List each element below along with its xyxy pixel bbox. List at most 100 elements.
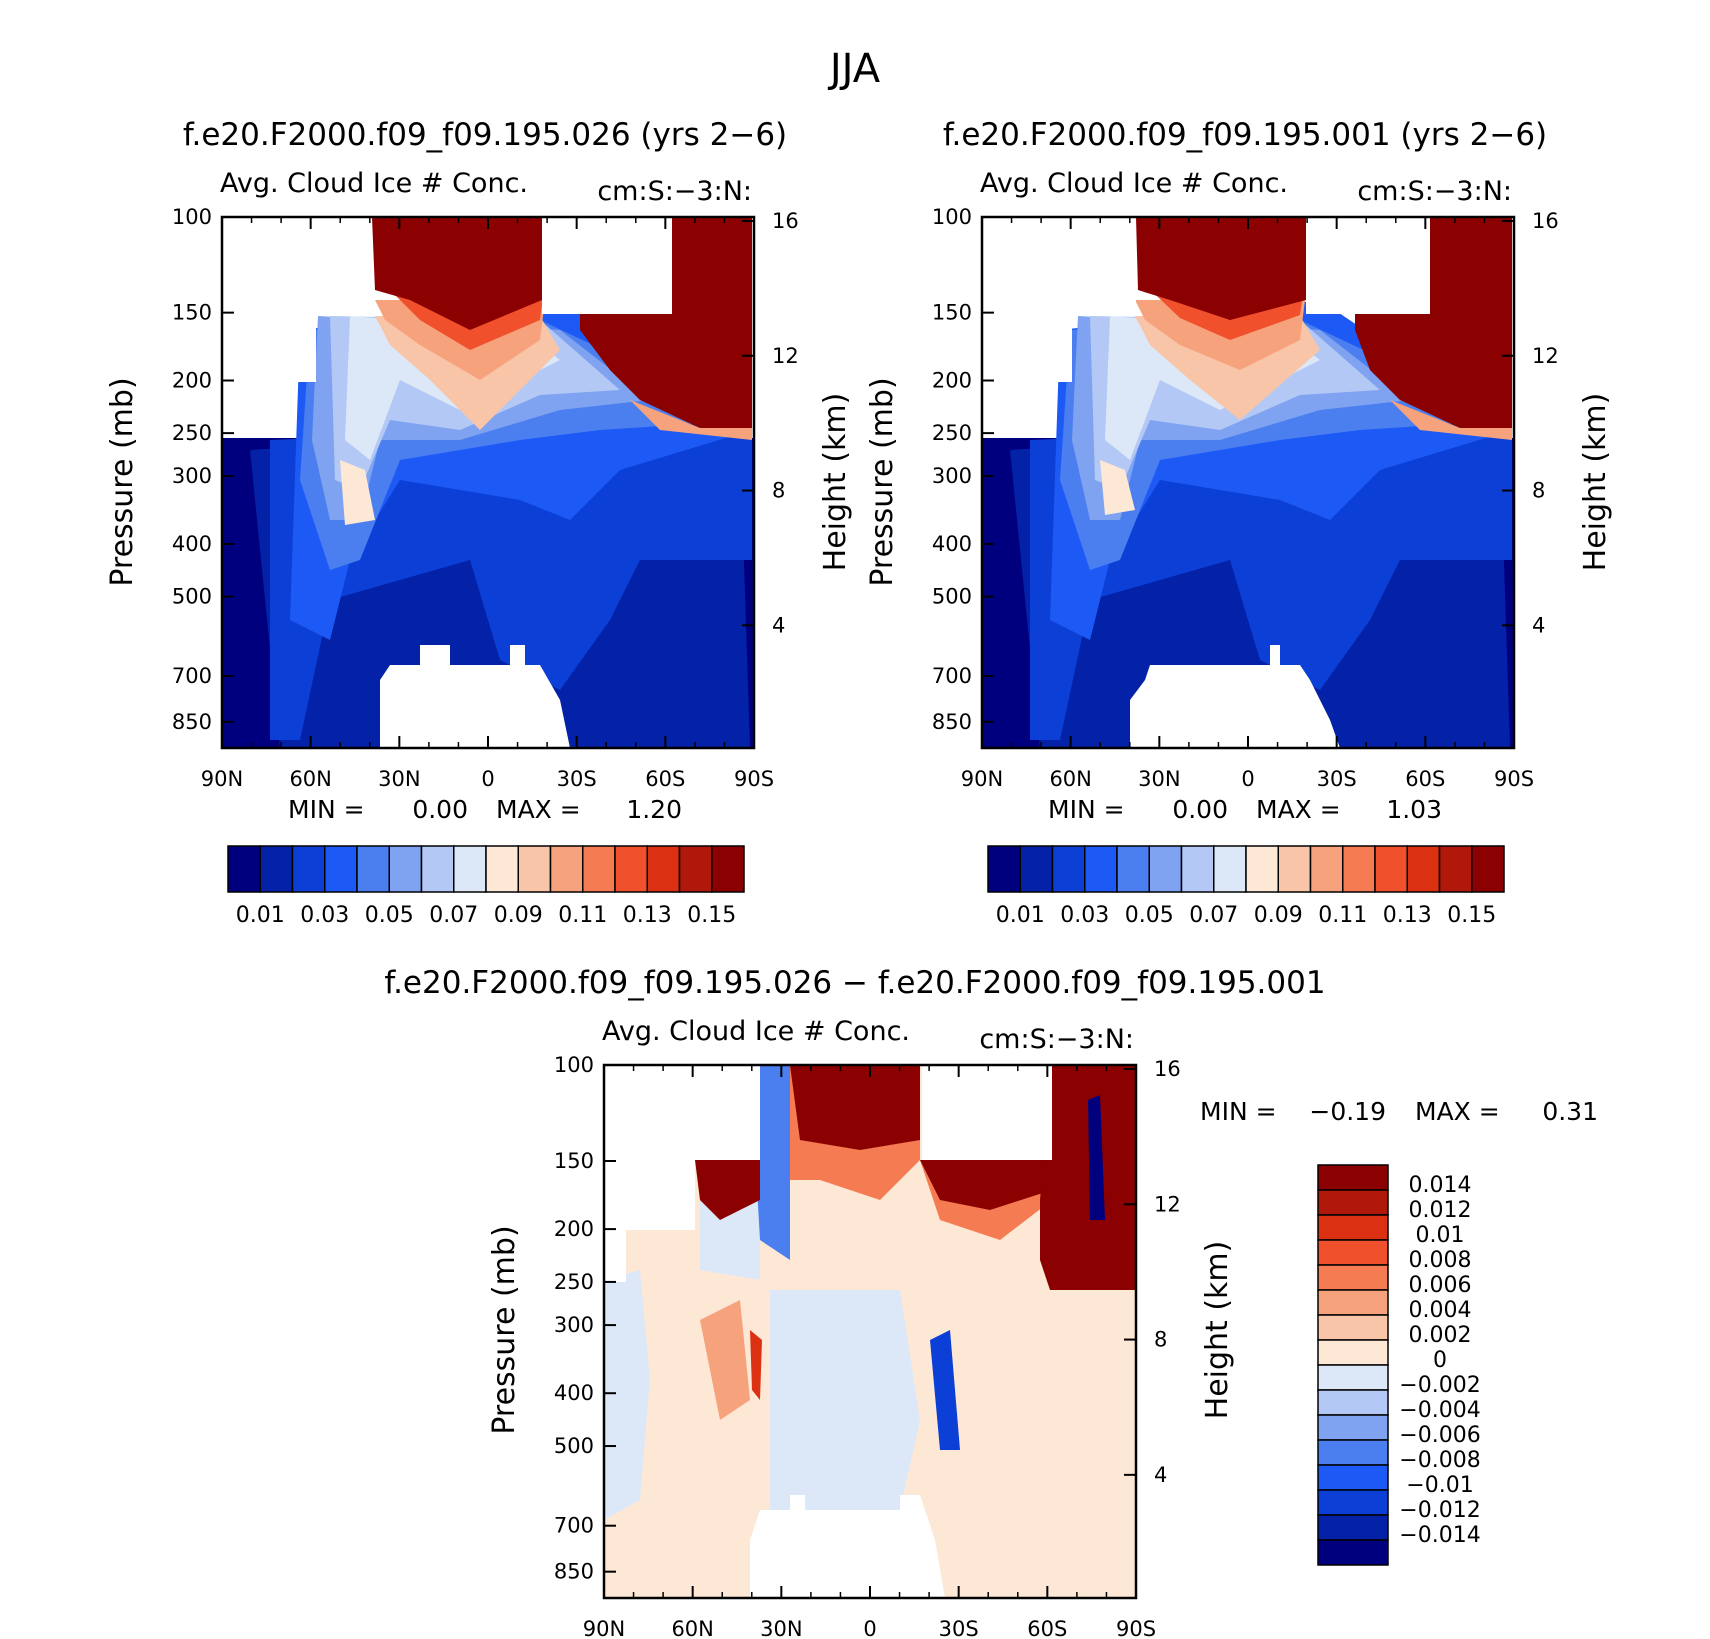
x-tick-label: 60N bbox=[289, 767, 331, 791]
field-layer-pos-6 bbox=[920, 1160, 1052, 1210]
field-layer-pos-8 bbox=[695, 1160, 760, 1220]
colorbar-box bbox=[324, 845, 358, 893]
colorbar-box bbox=[1148, 845, 1183, 893]
colorbar-label: 0.07 bbox=[1189, 903, 1238, 928]
colorbar-box bbox=[1180, 845, 1215, 893]
min-value: 0.00 bbox=[412, 795, 468, 824]
missing-region-1 bbox=[542, 217, 672, 314]
min-label: MIN = bbox=[1048, 795, 1125, 824]
y2-tick-label: 8 bbox=[1154, 1328, 1167, 1352]
colorbar-box bbox=[1245, 845, 1279, 893]
field-layer-neg-2 bbox=[770, 1290, 920, 1510]
x-tick-label: 30N bbox=[760, 1617, 802, 1639]
colorbar-box bbox=[1317, 1539, 1389, 1566]
x-tick-label: 30N bbox=[1138, 767, 1180, 791]
max-value: 0.31 bbox=[1542, 1097, 1598, 1126]
colorbar-label: 0.014 bbox=[1409, 1173, 1472, 1198]
field-layer-8 bbox=[340, 460, 375, 525]
heatmap-field bbox=[222, 217, 754, 748]
missing-region-2 bbox=[380, 645, 570, 748]
colorbar-box bbox=[646, 845, 681, 893]
y-tick-label: 200 bbox=[554, 1217, 594, 1241]
colorbar-box bbox=[1116, 845, 1150, 893]
colorbar-label: −0.014 bbox=[1399, 1523, 1480, 1548]
colorbar-box bbox=[1213, 845, 1247, 893]
y-tick-label: 200 bbox=[932, 368, 972, 392]
x-tick-label: 0 bbox=[1241, 767, 1254, 791]
colorbar-box bbox=[1471, 845, 1505, 893]
y2-tick-label: 12 bbox=[1154, 1192, 1181, 1216]
x-tick-label: 60N bbox=[1049, 767, 1091, 791]
missing-region-0 bbox=[982, 217, 1136, 435]
x-tick-label: 30N bbox=[378, 767, 420, 791]
colorbar-label: 0.11 bbox=[558, 903, 607, 928]
y-tick-label: 500 bbox=[932, 585, 972, 609]
y-tick-label: 200 bbox=[172, 368, 212, 392]
field-layer-13 bbox=[580, 217, 752, 428]
colorbar-box bbox=[453, 845, 487, 893]
colorbar-box bbox=[420, 845, 455, 893]
colorbar-label: 0.002 bbox=[1409, 1323, 1472, 1348]
colorbar-box bbox=[1342, 845, 1376, 893]
heatmap-field bbox=[982, 217, 1514, 748]
x-tick-label: 60S bbox=[645, 767, 685, 791]
y-tick-label: 700 bbox=[932, 664, 972, 688]
colorbar-label: 0.13 bbox=[1383, 903, 1432, 928]
colorbar-box bbox=[678, 845, 713, 893]
max-label: MAX = bbox=[496, 795, 581, 824]
colorbar-label: 0.09 bbox=[1254, 903, 1303, 928]
colorbar-label: 0.012 bbox=[1409, 1198, 1472, 1223]
min-label: MIN = bbox=[288, 795, 365, 824]
field-layer-pos-4 bbox=[790, 1065, 920, 1150]
colorbar-box bbox=[485, 845, 519, 893]
colorbar-label: 0.01 bbox=[1416, 1223, 1465, 1248]
min-value: −0.19 bbox=[1309, 1097, 1386, 1126]
x-tick-label: 0 bbox=[863, 1617, 876, 1639]
y-tick-label: 400 bbox=[554, 1381, 594, 1405]
x-tick-label: 90S bbox=[1494, 767, 1534, 791]
y2-tick-label: 8 bbox=[1532, 479, 1545, 503]
field-layer-neg-6 bbox=[1088, 1095, 1105, 1220]
field-layer-13 bbox=[1355, 217, 1512, 428]
colorbar-label: −0.012 bbox=[1399, 1498, 1480, 1523]
colorbar-label: 0.13 bbox=[623, 903, 672, 928]
missing-region-2 bbox=[1130, 645, 1340, 748]
y-tick-label: 850 bbox=[172, 710, 212, 734]
heatmap-field bbox=[604, 1065, 1136, 1598]
panel-title: f.e20.F2000.f09_f09.195.001 (yrs 2−6) bbox=[943, 117, 1547, 153]
colorbar-label: 0.15 bbox=[687, 903, 736, 928]
x-tick-label: 90S bbox=[734, 767, 774, 791]
min-label: MIN = bbox=[1200, 1097, 1277, 1126]
colorbar-box bbox=[549, 845, 584, 893]
colorbar-box bbox=[517, 845, 552, 893]
panel-subtitle-right: cm:S:−3:N: bbox=[979, 1024, 1134, 1055]
colorbar-box bbox=[1438, 845, 1473, 893]
max-value: 1.03 bbox=[1386, 795, 1442, 824]
colorbar-label: 0.006 bbox=[1409, 1273, 1472, 1298]
field-layer-8 bbox=[1100, 460, 1135, 515]
min-value: 0.00 bbox=[1172, 795, 1228, 824]
y-axis-label: Pressure (mb) bbox=[105, 377, 140, 586]
y-tick-label: 700 bbox=[554, 1514, 594, 1538]
x-tick-label: 90N bbox=[583, 1617, 625, 1639]
colorbar-box bbox=[1317, 1414, 1389, 1441]
y-tick-label: 100 bbox=[172, 205, 212, 229]
y-tick-label: 250 bbox=[932, 421, 972, 445]
colorbar-label: 0.004 bbox=[1409, 1298, 1472, 1323]
y-axis-label: Pressure (mb) bbox=[487, 1225, 522, 1434]
colorbar-box bbox=[1317, 1189, 1389, 1216]
colorbar-label: −0.006 bbox=[1399, 1423, 1480, 1448]
max-label: MAX = bbox=[1415, 1097, 1500, 1126]
field-layer-neg-1 bbox=[604, 1270, 650, 1520]
y2-axis-label: Height (km) bbox=[1200, 1241, 1235, 1420]
colorbar-box bbox=[1317, 1514, 1389, 1541]
colorbar-box bbox=[1317, 1464, 1389, 1491]
y2-axis-label: Height (km) bbox=[818, 393, 853, 572]
colorbar-label: 0.05 bbox=[365, 903, 414, 928]
x-tick-label: 30S bbox=[939, 1617, 979, 1639]
colorbar-label: 0.05 bbox=[1125, 903, 1174, 928]
field-layer-12 bbox=[1136, 217, 1306, 320]
colorbar-label: 0.11 bbox=[1318, 903, 1367, 928]
colorbar-box bbox=[1019, 845, 1054, 893]
y2-tick-label: 12 bbox=[772, 344, 799, 368]
